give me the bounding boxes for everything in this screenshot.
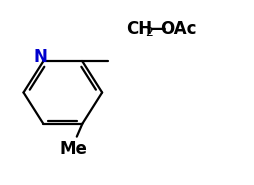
Text: CH: CH bbox=[126, 20, 152, 38]
Text: 2: 2 bbox=[144, 26, 152, 39]
Text: OAc: OAc bbox=[160, 20, 196, 38]
Text: N: N bbox=[33, 48, 47, 66]
Text: —: — bbox=[149, 20, 166, 38]
Text: Me: Me bbox=[59, 140, 87, 158]
